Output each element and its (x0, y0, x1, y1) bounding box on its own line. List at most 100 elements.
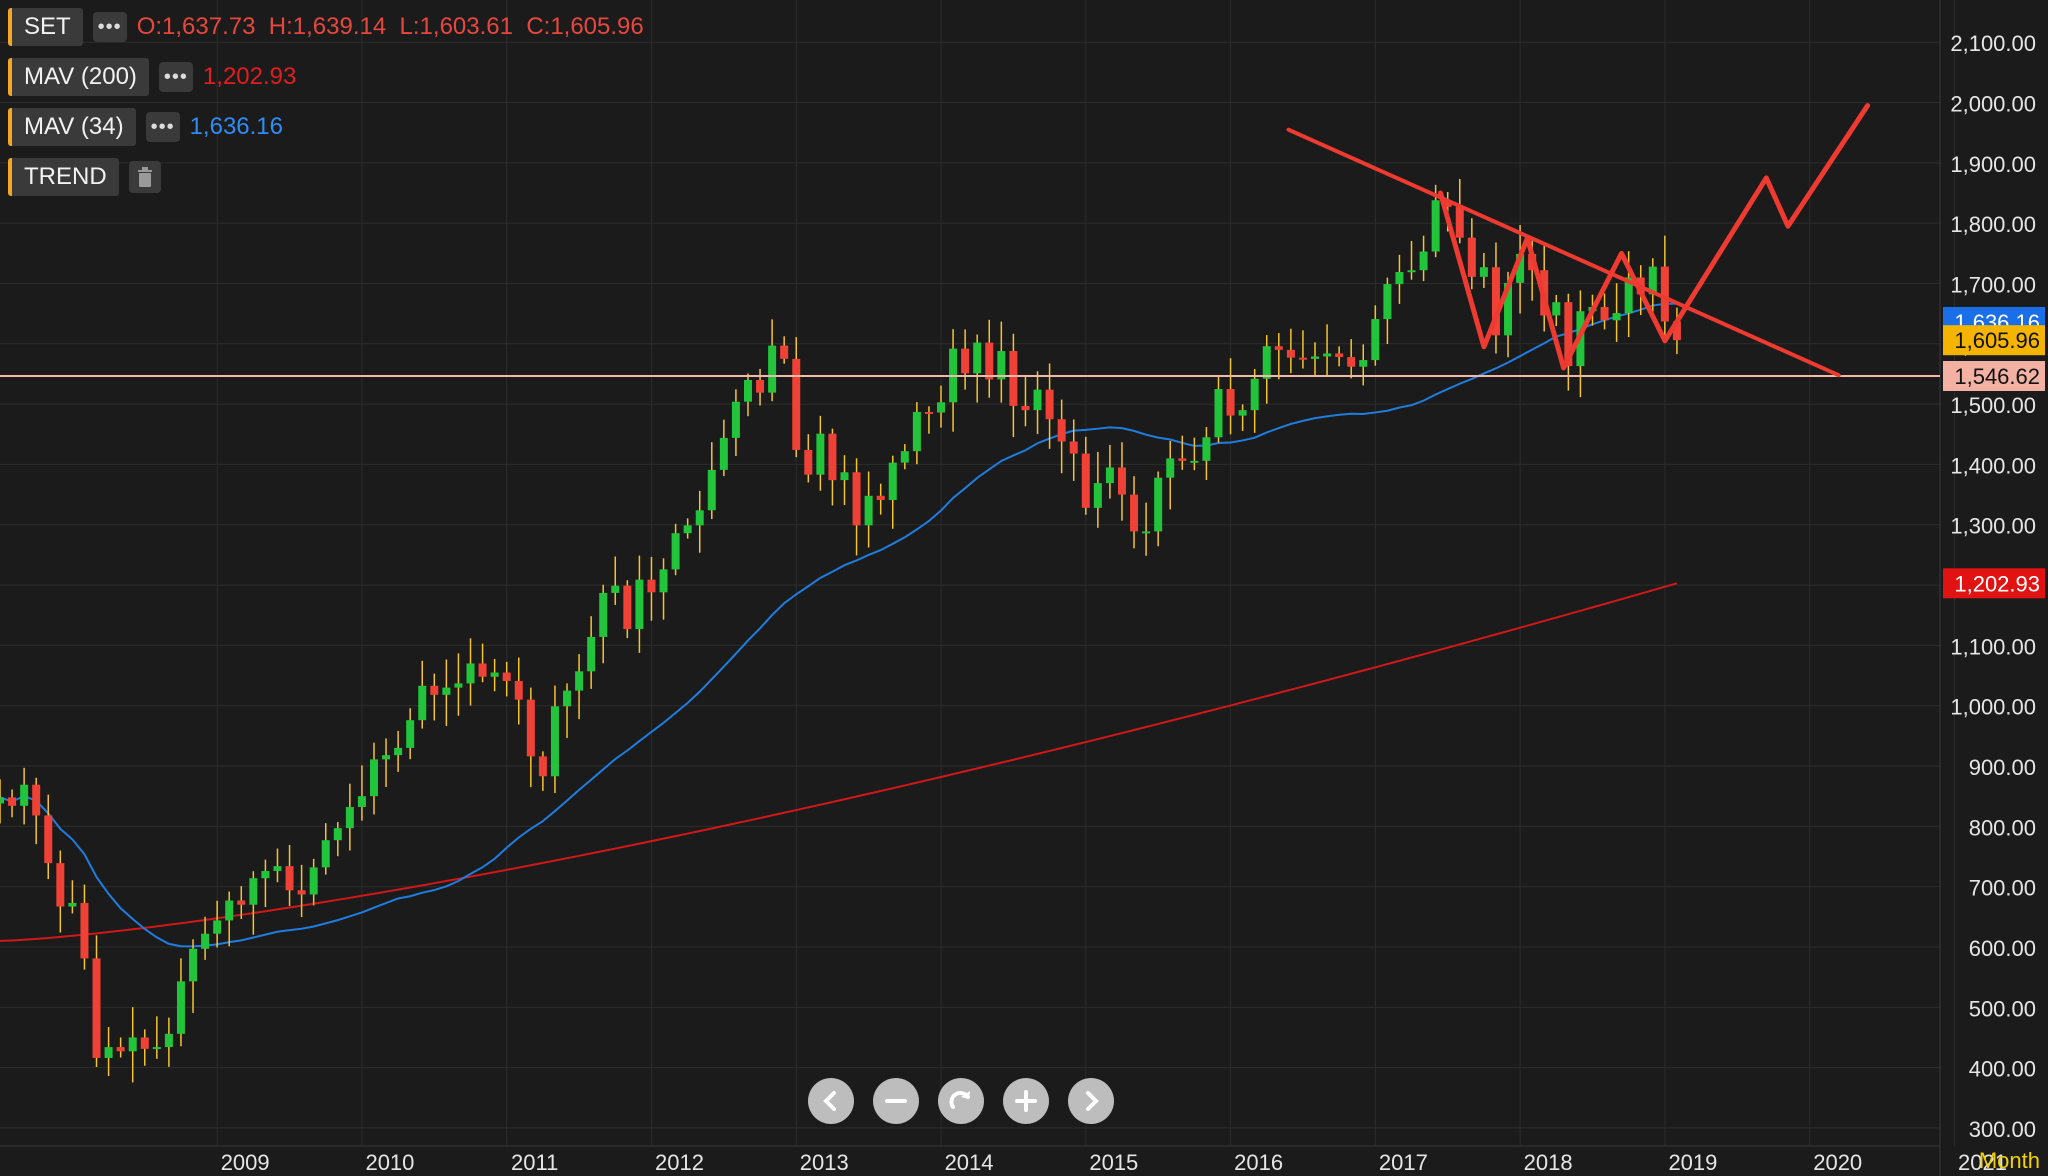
candle-body (213, 920, 222, 934)
candle (261, 859, 270, 908)
candle (430, 673, 439, 721)
candle-body (1648, 266, 1657, 295)
y-tick-label: 400.00 (1969, 1057, 2036, 1082)
candle (900, 444, 909, 470)
price-label-text: 1,202.93 (1954, 571, 2040, 596)
candle-body (345, 807, 354, 829)
candle (1395, 254, 1404, 304)
candle-body (273, 866, 282, 871)
candle (1081, 436, 1090, 515)
x-tick-label: 2010 (365, 1150, 414, 1175)
candle-body (140, 1037, 149, 1049)
candle-body (1419, 251, 1428, 271)
candle-body (1045, 389, 1054, 420)
candle-body (659, 569, 668, 593)
candle (1310, 342, 1319, 376)
mav-34-path (0, 302, 1677, 948)
candle-body (249, 878, 258, 905)
candle-body (876, 495, 885, 501)
candle (695, 490, 704, 553)
x-tick-label: 2016 (1234, 1150, 1283, 1175)
mav200-value: 1,202.93 (202, 63, 297, 90)
candle (1467, 218, 1476, 290)
x-axis: 2009 2010 2011 2012 2013 2014 2015 2016 2017 2018… (221, 1150, 2007, 1175)
candle (56, 850, 65, 933)
more-dots-icon[interactable]: ••• (145, 112, 180, 142)
candle (575, 654, 584, 720)
reset-button[interactable] (938, 1078, 984, 1124)
chevron-right-icon (1086, 1091, 1099, 1111)
candle-body (1335, 353, 1344, 358)
x-tick-label: 2011 (511, 1150, 558, 1175)
candle (1479, 253, 1488, 288)
candle (1383, 277, 1392, 345)
mav34-tag[interactable]: MAV (34) (8, 108, 136, 146)
candle (1178, 435, 1187, 470)
mav34-value: 1,636.16 (189, 113, 283, 140)
candle (912, 402, 921, 465)
trash-icon[interactable] (128, 161, 161, 193)
more-dots-icon[interactable]: ••• (92, 12, 127, 42)
candle (1347, 339, 1356, 379)
candle-body (707, 469, 716, 511)
period-label[interactable]: Month (1978, 1148, 2040, 1173)
y-tick-label: 1,800.00 (1950, 212, 2036, 237)
candle-body (912, 411, 921, 452)
candle-body (442, 687, 451, 695)
candle (297, 864, 306, 918)
candle-body (382, 755, 391, 760)
mav-200-path (0, 582, 1678, 942)
symbol-tag[interactable]: SET (8, 8, 83, 46)
candle-body (1504, 282, 1513, 336)
y-tick-label: 1,400.00 (1950, 453, 2036, 478)
candle-body (92, 958, 101, 1058)
candle (792, 337, 801, 458)
x-tick-label: 2012 (655, 1150, 704, 1175)
candle-body (454, 683, 463, 688)
mav200-tag[interactable]: MAV (200) (8, 58, 149, 96)
scroll-right-button[interactable] (1068, 1078, 1114, 1124)
legend-mav34: MAV (34) ••• 1,636.16 (8, 108, 283, 146)
candle-body (1491, 267, 1500, 336)
zoom-in-button[interactable] (1003, 1078, 1049, 1124)
candle-body (1081, 453, 1090, 508)
candle-body (1310, 356, 1319, 359)
candles (0, 178, 1681, 1083)
candle-body (128, 1037, 137, 1052)
x-tick-label: 2017 (1379, 1150, 1428, 1175)
candle (623, 580, 632, 639)
candle-body (418, 685, 427, 721)
candle (490, 658, 499, 692)
candle-body (1624, 277, 1633, 314)
candle (514, 657, 523, 725)
trend-tag[interactable]: TREND (8, 158, 119, 196)
candle (1069, 419, 1078, 481)
more-dots-icon[interactable]: ••• (158, 62, 193, 92)
candle-body (1190, 460, 1199, 463)
candle (924, 406, 933, 434)
candle (1612, 283, 1621, 342)
candle (68, 880, 77, 914)
candle-body (563, 690, 572, 707)
scroll-left-button[interactable] (808, 1078, 854, 1124)
candle-body (369, 759, 378, 797)
candle-body (1130, 494, 1139, 532)
candle-body (1383, 284, 1392, 320)
zoom-out-button[interactable] (873, 1078, 919, 1124)
price-label: 1,202.93 (1943, 568, 2045, 599)
candle-body (997, 351, 1006, 380)
candle (394, 730, 403, 772)
candle-body (1226, 389, 1235, 416)
candle-body (237, 900, 246, 905)
candle-body (1009, 351, 1018, 406)
trend-drawing[interactable] (1286, 103, 1871, 378)
candle (1600, 293, 1609, 330)
candle-body (478, 663, 487, 677)
legend-trend: TREND (8, 158, 161, 196)
price-label: 1,605.96 (1943, 325, 2045, 356)
candle (1648, 258, 1657, 319)
candle (550, 685, 559, 794)
candle (502, 661, 511, 697)
candle (1154, 471, 1163, 547)
